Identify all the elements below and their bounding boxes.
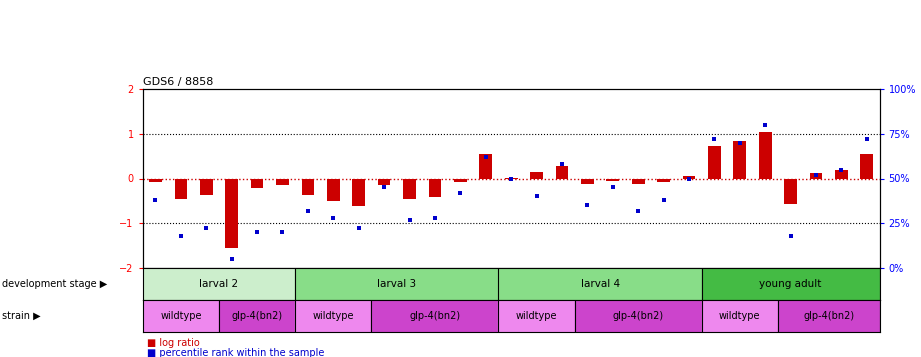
Point	[326, 215, 341, 221]
Point	[758, 122, 773, 128]
Point	[250, 229, 264, 235]
Bar	[658, 178, 670, 182]
Point	[453, 190, 468, 196]
Point	[300, 208, 315, 213]
Point	[834, 167, 849, 172]
Text: glp-4(bn2): glp-4(bn2)	[803, 311, 855, 321]
Bar	[353, 178, 365, 206]
Point	[631, 208, 646, 213]
Point	[351, 226, 366, 231]
Point	[682, 176, 696, 181]
Point	[377, 185, 391, 190]
Bar	[632, 178, 645, 184]
Bar	[581, 178, 594, 184]
Bar	[810, 173, 822, 178]
Bar	[505, 177, 518, 178]
Bar	[327, 178, 340, 201]
Bar	[733, 141, 746, 178]
Text: glp-4(bn2): glp-4(bn2)	[409, 311, 460, 321]
Text: wildtype: wildtype	[719, 311, 761, 321]
Text: strain ▶: strain ▶	[2, 311, 41, 321]
Bar	[276, 178, 289, 185]
Point	[478, 154, 493, 160]
Text: wildtype: wildtype	[516, 311, 557, 321]
Point	[427, 215, 442, 221]
Bar	[301, 178, 314, 196]
Point	[504, 176, 519, 181]
Bar	[606, 178, 619, 181]
Point	[225, 256, 239, 262]
Text: wildtype: wildtype	[312, 311, 354, 321]
Point	[605, 185, 620, 190]
Point	[173, 233, 188, 238]
Text: glp-4(bn2): glp-4(bn2)	[612, 311, 664, 321]
Point	[554, 161, 569, 167]
Bar	[785, 178, 797, 204]
Text: young adult: young adult	[760, 279, 822, 289]
Point	[199, 226, 214, 231]
Point	[657, 197, 671, 203]
Bar	[759, 132, 772, 178]
Point	[530, 193, 544, 199]
Point	[732, 140, 747, 146]
Bar	[860, 154, 873, 178]
Text: GDS6 / 8858: GDS6 / 8858	[143, 77, 213, 87]
Point	[809, 172, 823, 178]
Bar	[403, 178, 416, 198]
Text: ■ log ratio: ■ log ratio	[147, 338, 200, 348]
Bar	[835, 171, 848, 178]
Text: development stage ▶: development stage ▶	[2, 279, 107, 289]
Point	[783, 233, 798, 238]
Bar	[682, 176, 695, 178]
Text: larval 2: larval 2	[200, 279, 239, 289]
Text: larval 4: larval 4	[580, 279, 620, 289]
Text: wildtype: wildtype	[160, 311, 202, 321]
Text: glp-4(bn2): glp-4(bn2)	[231, 311, 283, 321]
Bar	[555, 166, 568, 178]
Point	[275, 229, 290, 235]
Bar	[454, 178, 467, 182]
Bar	[378, 178, 391, 185]
Bar	[530, 172, 542, 178]
Bar	[480, 154, 492, 178]
Bar	[149, 178, 162, 182]
Point	[859, 136, 874, 142]
Text: larval 3: larval 3	[378, 279, 416, 289]
Bar	[174, 178, 187, 198]
Bar	[200, 178, 213, 196]
Point	[580, 202, 595, 208]
Bar	[251, 178, 263, 188]
Bar	[708, 146, 721, 178]
Text: ■ percentile rank within the sample: ■ percentile rank within the sample	[147, 348, 325, 357]
Bar	[226, 178, 238, 248]
Point	[707, 136, 722, 142]
Point	[402, 217, 417, 222]
Point	[148, 197, 163, 203]
Bar	[428, 178, 441, 197]
